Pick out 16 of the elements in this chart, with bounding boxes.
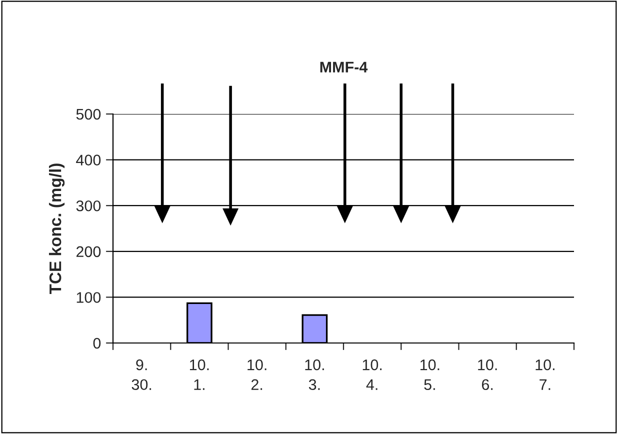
x-tick-label: 10. 1. [190,359,209,390]
x-tick-label: 10. 6. [478,359,497,390]
y-tick-label: 0 [93,338,101,349]
y-tick-label: 500 [76,108,101,120]
x-tick-label: 10. 3. [305,359,324,390]
chart-title: MMF-4 [320,62,368,72]
x-tick-label: 10. 4. [362,359,382,390]
x-tick-label: 10. 7. [536,359,554,390]
x-tick-label: 9. 30. [132,359,152,390]
y-tick-label: 400 [76,154,101,166]
y-tick-label: 100 [76,292,101,303]
y-tick-label: 200 [76,246,101,258]
x-tick-label: 10. 5. [420,359,440,390]
x-tick-label: 10. 2. [248,359,266,390]
y-axis-title: TCE konc. (mg/l) [48,164,65,294]
y-tick-label: 300 [76,200,101,212]
